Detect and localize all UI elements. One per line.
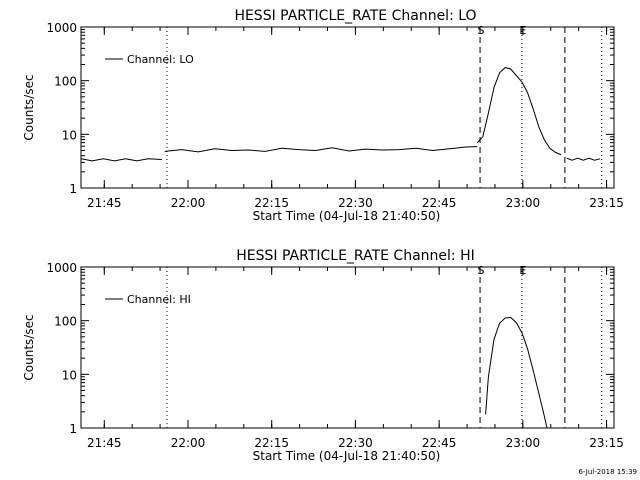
- panel-lo: HESSI PARTICLE_RATE Channel: LO Counts/se…: [22, 8, 624, 223]
- plot-frame: [80, 26, 615, 189]
- y-tick-label: 100: [54, 75, 77, 89]
- x-tick-label: 22:30: [338, 436, 373, 450]
- end-marker-label: E: [519, 264, 526, 277]
- x-tick-label: 22:15: [254, 196, 289, 210]
- x-tick-label: 22:00: [171, 196, 206, 210]
- plot-frame: [80, 266, 615, 429]
- start-marker-label: S: [478, 24, 485, 37]
- y-tick-label: 100: [54, 315, 77, 329]
- series-line: [566, 157, 601, 161]
- series-line: [485, 316, 548, 428]
- legend-label: Channel: LO: [127, 53, 194, 66]
- y-axis-label: Counts/sec: [22, 314, 36, 380]
- x-tick-label: 21:45: [87, 196, 122, 210]
- chart-title: HESSI PARTICLE_RATE Channel: HI: [236, 248, 474, 264]
- x-tick-label: 22:30: [338, 196, 373, 210]
- x-tick-label: 22:45: [422, 196, 457, 210]
- y-tick-label: 1000: [46, 261, 77, 275]
- y-tick-label: 1000: [46, 21, 77, 35]
- x-tick-label: 22:00: [171, 436, 206, 450]
- legend-label: Channel: HI: [127, 293, 191, 306]
- start-marker-label: S: [478, 264, 485, 277]
- x-tick-label: 22:15: [254, 436, 289, 450]
- x-axis-label: Start Time (04-Jul-18 21:40:50): [253, 449, 441, 463]
- y-axis-label: Counts/sec: [22, 74, 36, 140]
- series-line: [164, 146, 478, 153]
- chart-title: HESSI PARTICLE_RATE Channel: LO: [234, 8, 476, 24]
- y-tick-label: 10: [62, 368, 77, 382]
- x-tick-label: 23:00: [506, 436, 541, 450]
- end-marker-label: E: [519, 24, 526, 37]
- panel-hi: HESSI PARTICLE_RATE Channel: HI Counts/se…: [22, 248, 624, 463]
- x-axis-label: Start Time (04-Jul-18 21:40:50): [253, 209, 441, 223]
- x-tick-label: 23:15: [589, 436, 624, 450]
- y-tick-label: 1: [69, 422, 77, 436]
- y-tick-label: 1: [69, 182, 77, 196]
- series-line: [81, 158, 162, 162]
- x-tick-label: 23:15: [589, 196, 624, 210]
- x-tick-label: 23:00: [506, 196, 541, 210]
- y-tick-label: 10: [62, 128, 77, 142]
- footer-timestamp: 6-Jul-2018 15:39: [578, 468, 637, 476]
- series-line: [476, 67, 562, 156]
- x-tick-label: 21:45: [87, 436, 122, 450]
- x-tick-label: 22:45: [422, 436, 457, 450]
